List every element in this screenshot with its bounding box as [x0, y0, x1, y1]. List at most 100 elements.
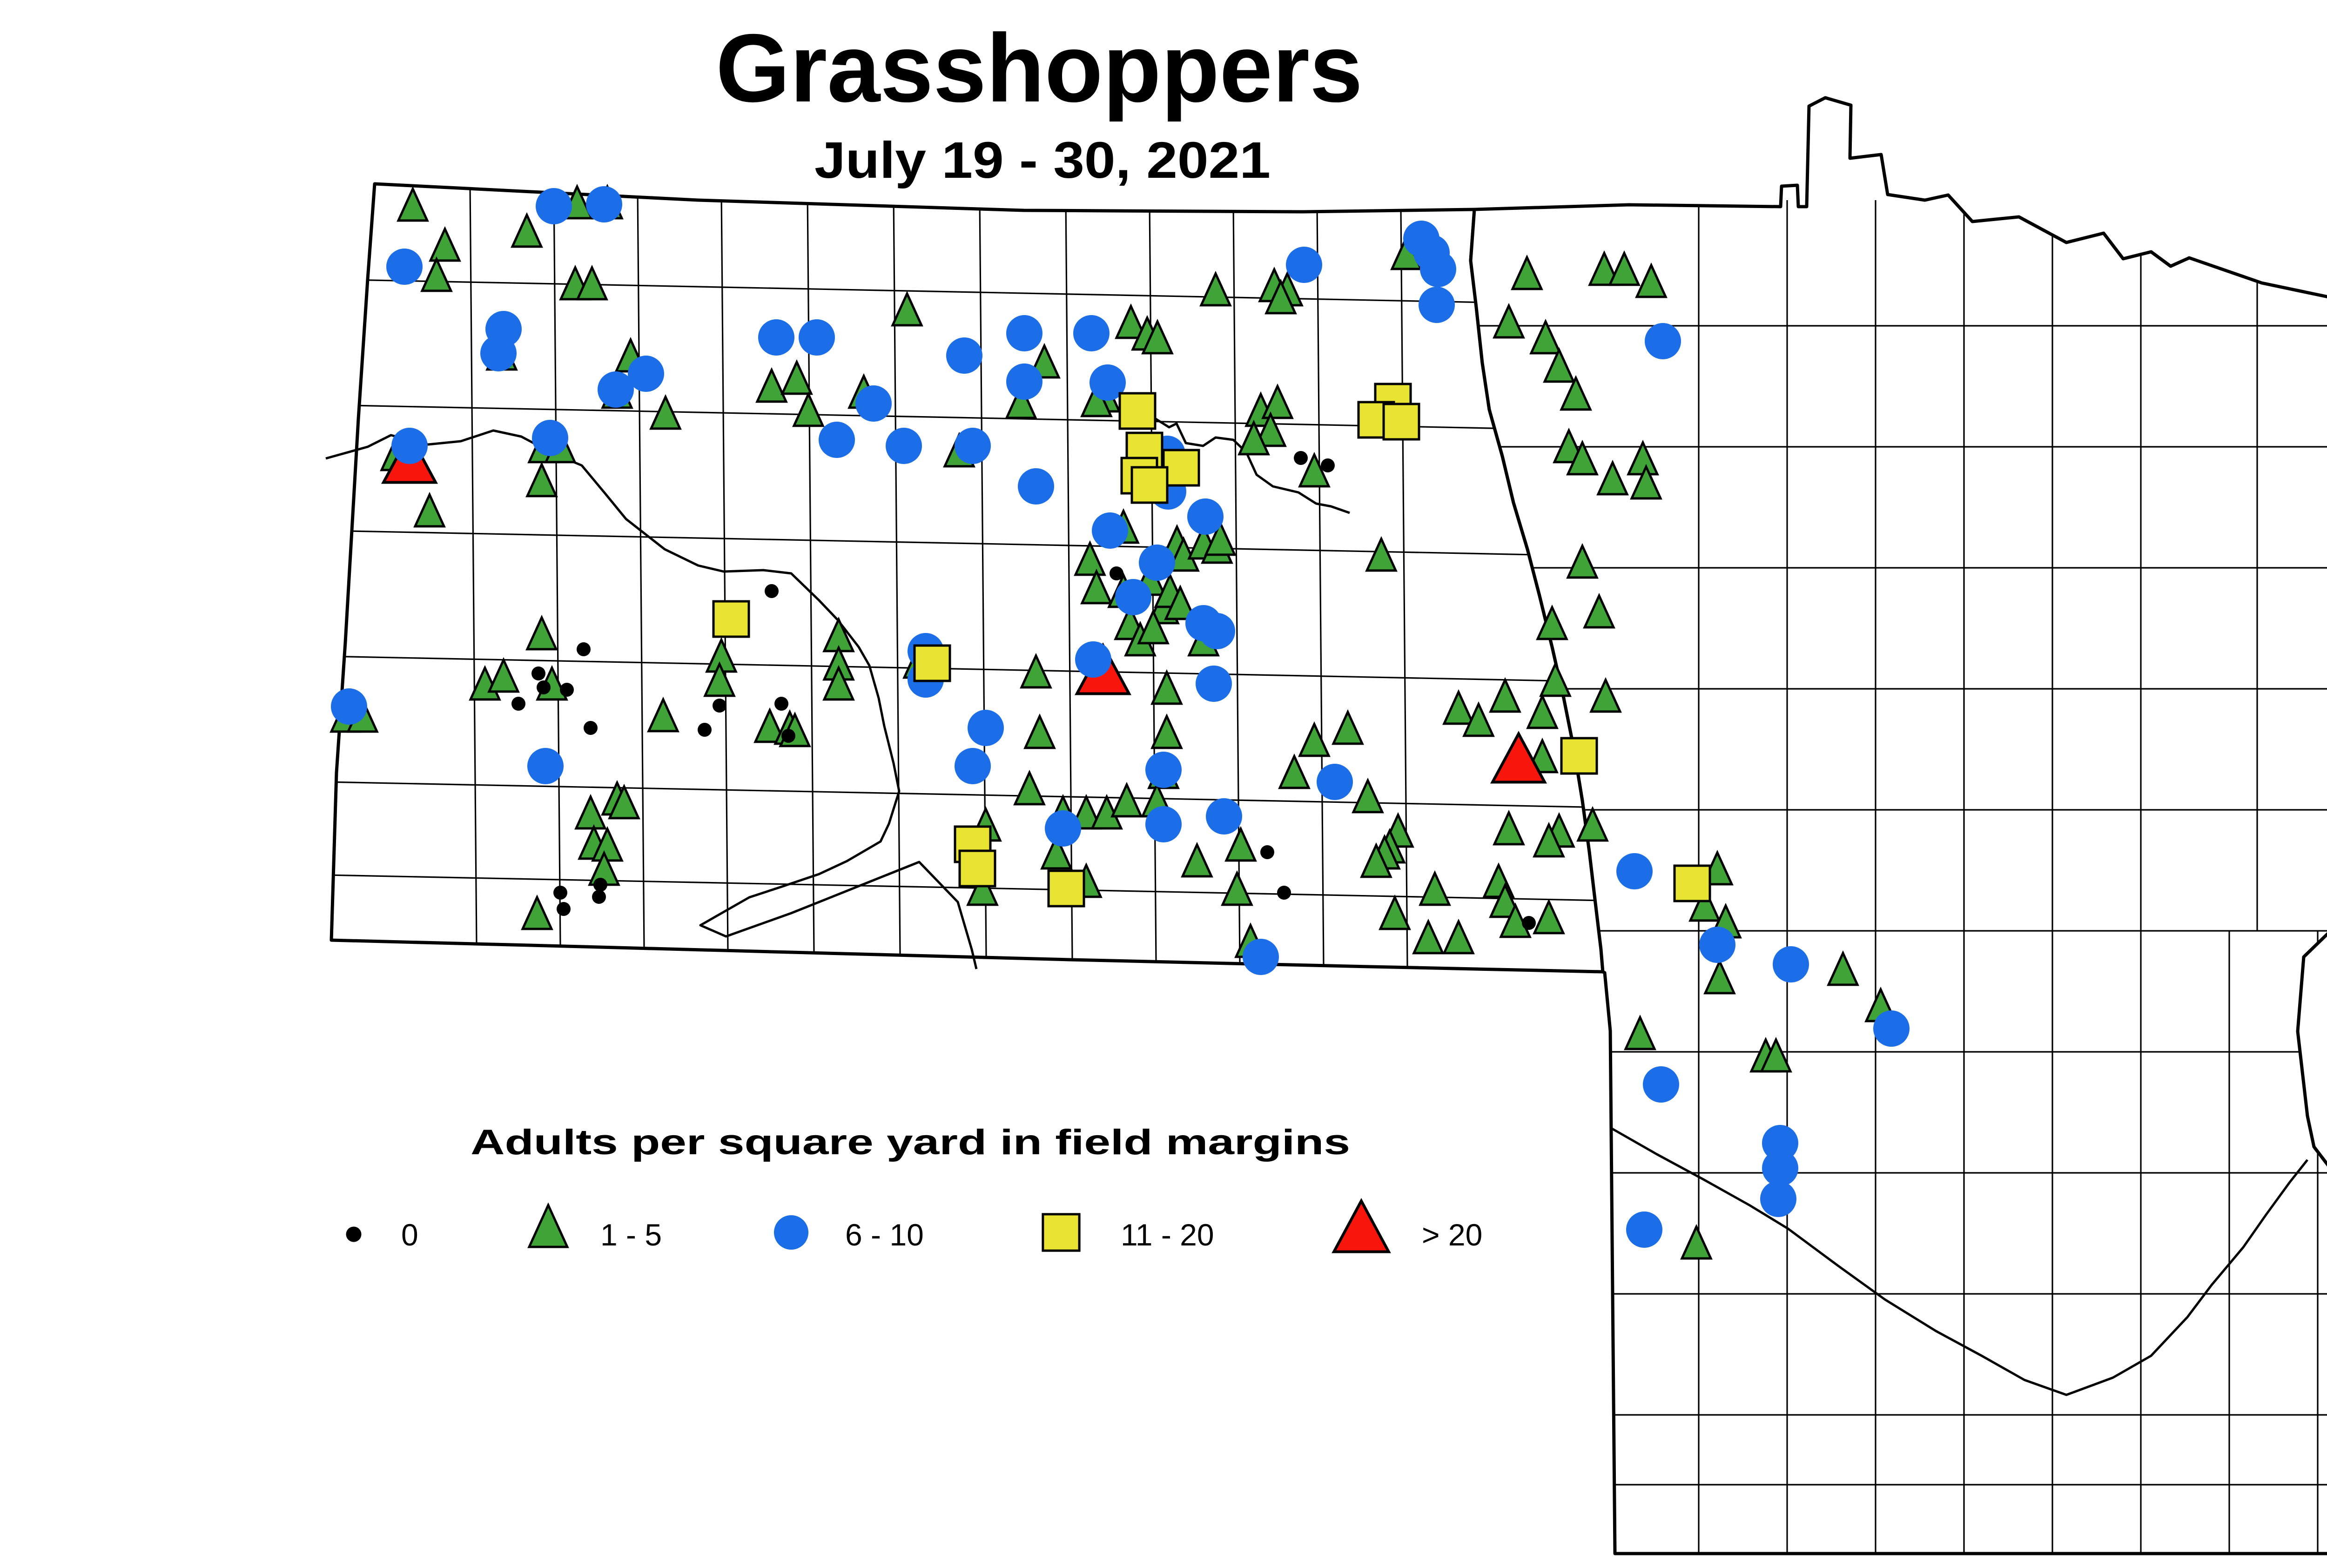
marker-dot: [698, 723, 712, 737]
marker-triangle: [1074, 540, 1106, 576]
marker-circle: [1075, 641, 1111, 678]
marker-triangle: [1566, 439, 1599, 476]
marker-triangle: [891, 290, 923, 327]
marker-triangle: [1199, 270, 1232, 307]
marker-circle: [1645, 323, 1681, 359]
marker-circle: [1420, 251, 1456, 287]
marker-triangle: [527, 1202, 569, 1248]
marker-square: [1673, 864, 1711, 902]
marker-triangle: [1379, 894, 1411, 930]
marker-square: [913, 644, 951, 682]
legend-title: Adults per square yard in field margins: [471, 1123, 1350, 1162]
marker-circle: [819, 422, 855, 458]
marker-dot: [511, 697, 525, 711]
marker-triangle: [1760, 1036, 1792, 1073]
marker-circle: [1626, 1211, 1662, 1248]
marker-square: [1560, 737, 1598, 775]
marker-dot: [1277, 886, 1291, 900]
marker-triangle: [1511, 254, 1543, 290]
legend-label-gt20: > 20: [1422, 1218, 1482, 1252]
marker-triangle: [1688, 886, 1721, 922]
marker-triangle: [1013, 769, 1046, 806]
marker-dot: [577, 642, 591, 656]
marker-dot: [553, 886, 567, 900]
marker-triangle: [1539, 661, 1572, 697]
marker-triangle: [1533, 821, 1565, 858]
marker-triangle: [1526, 693, 1559, 729]
marker-triangle: [1489, 882, 1521, 918]
marker-triangle: [1224, 826, 1257, 862]
marker-circle: [391, 428, 428, 464]
marker-circle: [968, 710, 1004, 746]
marker-dot: [346, 1226, 362, 1242]
marker-dot: [593, 878, 607, 892]
marker-triangle: [1264, 278, 1297, 315]
marker-triangle: [521, 894, 553, 930]
marker-triangle: [1137, 608, 1170, 645]
marker-circle: [773, 1215, 809, 1250]
marker-dot: [584, 721, 598, 735]
marker-circle: [1419, 287, 1455, 323]
marker-dot: [560, 683, 574, 697]
marker-triangle: [576, 264, 608, 301]
marker-circle: [955, 748, 991, 784]
data-markers: [330, 183, 1910, 1260]
marker-dot: [1110, 566, 1123, 580]
marker-triangle: [413, 491, 446, 528]
marker-circle: [1206, 798, 1242, 834]
marker-triangle: [1005, 383, 1037, 419]
marker-triangle: [647, 696, 679, 733]
marker-circle: [1018, 468, 1054, 505]
marker-dot: [537, 680, 551, 694]
marker-triangle: [1533, 898, 1565, 935]
marker-triangle: [649, 394, 682, 430]
marker-triangle: [1298, 721, 1331, 757]
marker-triangle: [1352, 777, 1384, 814]
marker-circle: [799, 319, 835, 356]
marker-triangle: [1080, 568, 1113, 605]
marker-circle: [331, 688, 367, 725]
marker-triangle: [574, 794, 607, 830]
marker-circle: [955, 428, 991, 464]
marker-triangle: [1254, 411, 1287, 447]
marker-triangle: [1332, 709, 1364, 745]
marker-circle: [1616, 853, 1653, 889]
marker-triangle: [1703, 958, 1736, 995]
marker-triangle: [1115, 303, 1147, 339]
marker-triangle: [1560, 375, 1592, 411]
marker-triangle: [1110, 781, 1143, 818]
marker-triangle: [1278, 753, 1311, 789]
marker-circle: [536, 188, 572, 224]
marker-circle: [386, 249, 423, 285]
marker-triangle: [1529, 318, 1562, 355]
marker-triangle: [1589, 677, 1622, 713]
marker-triangle: [1237, 419, 1270, 456]
marker-triangle: [1040, 834, 1073, 870]
marker-triangle-large: [1490, 731, 1547, 784]
marker-circle: [1773, 946, 1809, 983]
marker-triangle: [1583, 592, 1615, 629]
marker-square: [1382, 403, 1420, 441]
marker-triangle: [1150, 713, 1183, 749]
marker-triangle: [755, 367, 788, 403]
marker-triangle: [1412, 918, 1445, 955]
marker-circle: [1115, 579, 1151, 615]
marker-dot: [1260, 845, 1274, 859]
marker-circle: [1145, 752, 1182, 788]
marker-circle: [1196, 666, 1232, 702]
marker-triangle: [1141, 318, 1174, 355]
page-subtitle: July 19 - 30, 2021: [814, 132, 1271, 189]
marker-dot: [557, 902, 571, 916]
marker-triangle: [792, 391, 825, 427]
marker-triangle: [608, 783, 640, 820]
marker-square: [1047, 869, 1085, 908]
marker-triangle: [1023, 713, 1056, 749]
marker-triangle: [1624, 1014, 1656, 1050]
marker-triangle: [1164, 584, 1197, 620]
marker-circle: [527, 748, 564, 784]
marker-triangle: [1462, 701, 1495, 737]
marker-circle: [1762, 1125, 1798, 1161]
marker-triangle: [1576, 806, 1609, 842]
marker-circle: [628, 356, 664, 392]
rivers: [325, 417, 2308, 1396]
